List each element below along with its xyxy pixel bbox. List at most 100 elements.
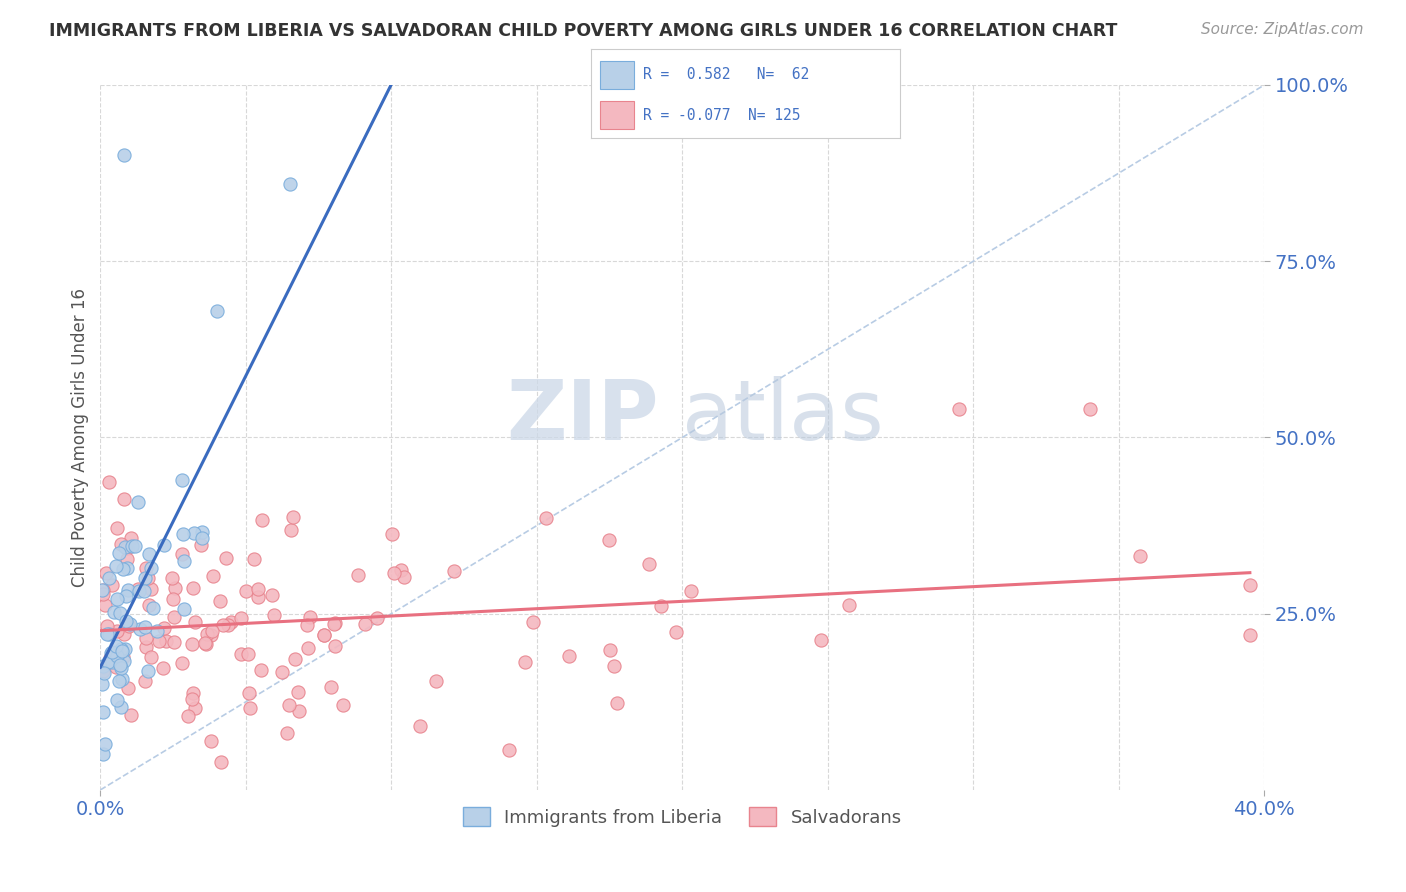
Point: [194, 635, 217, 649]
Point: [389, 563, 412, 577]
Point: [392, 570, 415, 584]
Text: R = -0.077  N= 125: R = -0.077 N= 125: [643, 108, 800, 122]
Point: [96, 619, 118, 633]
Point: [163, 635, 186, 649]
Point: [100, 647, 122, 661]
Point: [101, 577, 124, 591]
Point: [599, 643, 621, 657]
Point: [90, 676, 112, 690]
Point: [160, 571, 183, 585]
Point: [104, 660, 127, 674]
Point: [127, 582, 149, 596]
Point: [195, 627, 218, 641]
Point: [134, 620, 156, 634]
Y-axis label: Child Poverty Among Girls Under 16: Child Poverty Among Girls Under 16: [72, 288, 89, 587]
Point: [354, 617, 377, 632]
Point: [184, 615, 207, 629]
Point: [134, 673, 156, 688]
Point: [91, 658, 114, 673]
Point: [173, 602, 195, 616]
Point: [409, 719, 432, 733]
Point: [288, 705, 311, 719]
Point: [194, 637, 217, 651]
Point: [118, 619, 141, 633]
Point: [208, 594, 231, 608]
Point: [598, 533, 620, 547]
Point: [94, 598, 117, 612]
Point: [112, 650, 135, 665]
Point: [170, 656, 193, 670]
Point: [162, 591, 184, 606]
Point: [190, 537, 212, 551]
Legend: Immigrants from Liberia, Salvadorans: Immigrants from Liberia, Salvadorans: [456, 800, 910, 834]
Point: [1078, 402, 1101, 417]
Point: [211, 618, 233, 632]
Point: [312, 628, 335, 642]
Point: [323, 617, 346, 632]
Point: [100, 645, 122, 659]
Point: [115, 614, 138, 628]
Point: [111, 672, 134, 686]
Point: [229, 610, 252, 624]
Point: [105, 591, 128, 606]
Point: [205, 303, 228, 318]
Point: [181, 581, 204, 595]
Point: [332, 698, 354, 712]
Point: [105, 692, 128, 706]
Point: [200, 734, 222, 748]
Point: [139, 649, 162, 664]
Point: [128, 584, 150, 599]
Point: [246, 590, 269, 604]
Bar: [600, 101, 634, 129]
Point: [96, 566, 118, 581]
Point: [278, 177, 301, 191]
Point: [382, 566, 405, 580]
Point: [443, 565, 465, 579]
Point: [142, 600, 165, 615]
Point: [120, 707, 142, 722]
Point: [637, 557, 659, 571]
Point: [238, 686, 260, 700]
Point: [148, 634, 170, 648]
Point: [201, 624, 224, 638]
Point: [681, 584, 703, 599]
Point: [323, 639, 346, 653]
Point: [650, 599, 672, 613]
Point: [177, 708, 200, 723]
Point: [209, 755, 232, 769]
Point: [138, 571, 160, 585]
Point: [108, 546, 131, 560]
Point: [112, 627, 135, 641]
Point: [219, 615, 242, 629]
Point: [606, 696, 628, 710]
Point: [513, 656, 536, 670]
Point: [124, 539, 146, 553]
Point: [110, 661, 132, 675]
Point: [172, 527, 194, 541]
Point: [603, 658, 626, 673]
Point: [347, 567, 370, 582]
Point: [135, 632, 157, 646]
Point: [93, 665, 115, 680]
Point: [155, 634, 177, 648]
Text: R =  0.582   N=  62: R = 0.582 N= 62: [643, 68, 810, 82]
Point: [114, 641, 136, 656]
Point: [321, 680, 343, 694]
Point: [243, 552, 266, 566]
Point: [298, 610, 321, 624]
Point: [665, 625, 688, 640]
Point: [260, 588, 283, 602]
Point: [312, 628, 335, 642]
Point: [217, 618, 239, 632]
Point: [132, 583, 155, 598]
Point: [110, 700, 132, 714]
Point: [215, 551, 238, 566]
Point: [112, 148, 135, 162]
Point: [170, 473, 193, 487]
Point: [838, 598, 860, 612]
Point: [108, 658, 131, 673]
Point: [105, 624, 128, 638]
Point: [118, 617, 141, 632]
Point: [191, 531, 214, 545]
Point: [114, 540, 136, 554]
